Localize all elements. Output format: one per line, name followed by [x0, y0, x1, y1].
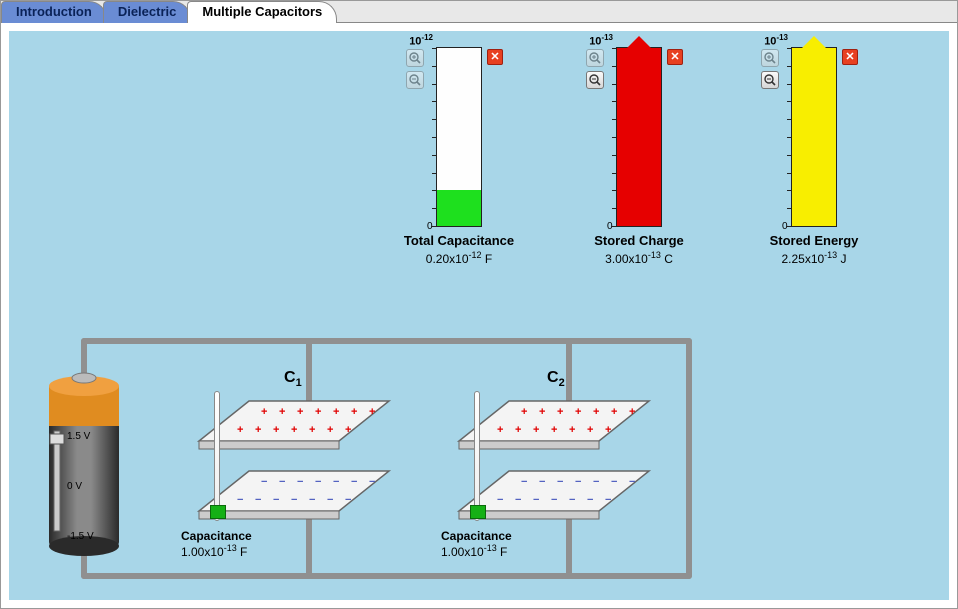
tab-multiple-capacitors[interactable]: Multiple Capacitors [187, 1, 337, 23]
svg-text:+: + [551, 424, 557, 436]
capacitance-slider-c1[interactable] [207, 391, 227, 521]
svg-text:−: − [351, 476, 357, 488]
svg-text:−: − [533, 494, 539, 506]
capacitance-readout-c2: Capacitance1.00x10-13 F [441, 529, 512, 559]
svg-text:+: + [261, 406, 267, 418]
svg-text:−: − [557, 476, 563, 488]
svg-text:+: + [557, 406, 563, 418]
tab-dielectric[interactable]: Dielectric [103, 1, 192, 23]
svg-text:+: + [309, 424, 315, 436]
battery[interactable] [49, 373, 119, 556]
capacitor-name-c2: C2 [547, 369, 565, 389]
svg-text:+: + [575, 406, 581, 418]
svg-text:+: + [369, 406, 375, 418]
svg-text:+: + [327, 424, 333, 436]
svg-text:−: − [629, 476, 635, 488]
svg-text:+: + [351, 406, 357, 418]
svg-text:+: + [279, 406, 285, 418]
svg-text:+: + [333, 406, 339, 418]
svg-text:+: + [533, 424, 539, 436]
svg-text:+: + [587, 424, 593, 436]
svg-text:−: − [279, 476, 285, 488]
svg-text:+: + [569, 424, 575, 436]
battery-voltage-label: 1.5 V [67, 431, 90, 442]
svg-text:−: − [255, 494, 261, 506]
tab-bar: IntroductionDielectricMultiple Capacitor… [1, 1, 957, 23]
svg-text:+: + [237, 424, 243, 436]
svg-text:−: − [291, 494, 297, 506]
svg-text:+: + [515, 424, 521, 436]
svg-text:−: − [315, 476, 321, 488]
svg-text:+: + [297, 406, 303, 418]
slider-thumb[interactable] [470, 505, 486, 519]
svg-text:−: − [309, 494, 315, 506]
svg-text:−: − [273, 494, 279, 506]
svg-text:+: + [605, 424, 611, 436]
svg-text:−: − [611, 476, 617, 488]
svg-text:−: − [515, 494, 521, 506]
svg-text:−: − [497, 494, 503, 506]
capacitor-name-c1: C1 [284, 369, 302, 389]
simulation-stage: 10-120✕Total Capacitance0.20x10-12 F10-1… [9, 31, 949, 600]
svg-text:+: + [611, 406, 617, 418]
svg-text:−: − [345, 494, 351, 506]
svg-text:+: + [539, 406, 545, 418]
svg-text:+: + [497, 424, 503, 436]
svg-text:−: − [605, 494, 611, 506]
svg-text:+: + [629, 406, 635, 418]
svg-text:−: − [261, 476, 267, 488]
svg-text:−: − [539, 476, 545, 488]
svg-text:+: + [291, 424, 297, 436]
capacitance-readout-c1: Capacitance1.00x10-13 F [181, 529, 252, 559]
battery-voltage-label: -1.5 V [67, 531, 94, 542]
svg-text:+: + [521, 406, 527, 418]
svg-text:−: − [333, 476, 339, 488]
svg-text:−: − [237, 494, 243, 506]
svg-text:−: − [593, 476, 599, 488]
battery-voltage-label: 0 V [67, 481, 82, 492]
battery-voltage-slider[interactable] [50, 434, 64, 444]
svg-text:−: − [569, 494, 575, 506]
svg-text:−: − [297, 476, 303, 488]
svg-text:+: + [273, 424, 279, 436]
svg-text:+: + [315, 406, 321, 418]
svg-text:+: + [345, 424, 351, 436]
svg-text:−: − [587, 494, 593, 506]
svg-text:+: + [593, 406, 599, 418]
svg-text:−: − [521, 476, 527, 488]
tab-introduction[interactable]: Introduction [1, 1, 107, 23]
slider-thumb[interactable] [210, 505, 226, 519]
svg-text:−: − [327, 494, 333, 506]
svg-text:−: − [551, 494, 557, 506]
capacitance-slider-c2[interactable] [467, 391, 487, 521]
svg-text:+: + [255, 424, 261, 436]
svg-text:−: − [575, 476, 581, 488]
svg-text:−: − [369, 476, 375, 488]
